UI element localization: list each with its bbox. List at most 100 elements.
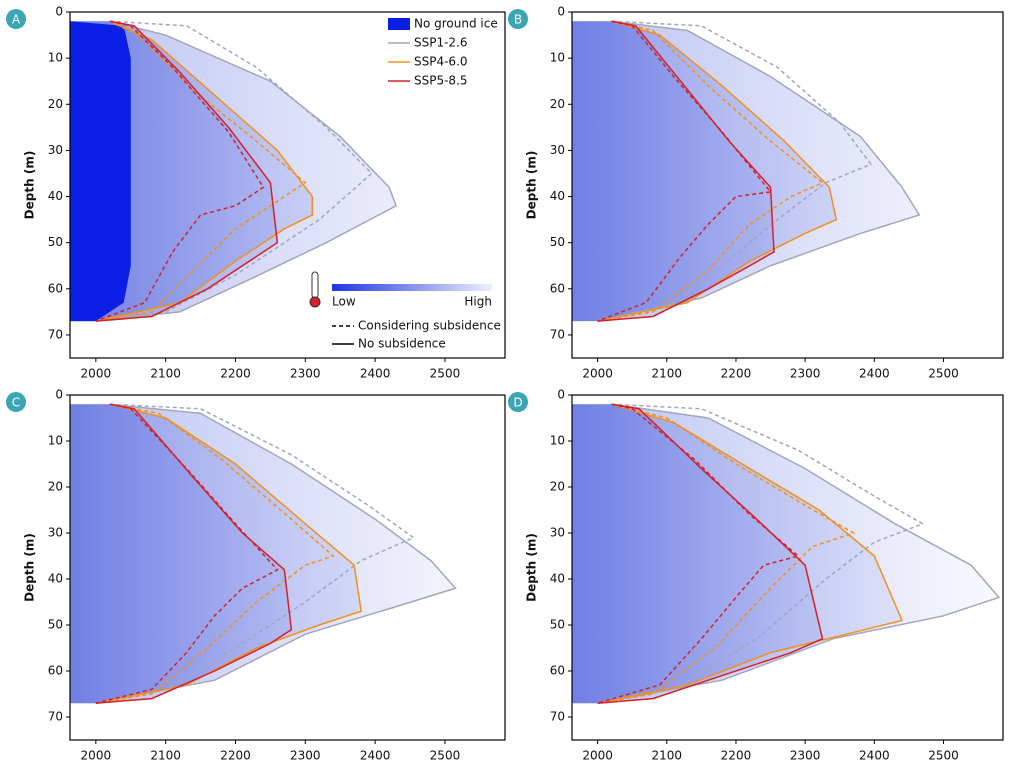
x-tick-label: 2300 — [290, 749, 321, 763]
plot — [572, 20, 921, 322]
panel-badge — [6, 9, 26, 29]
curve — [95, 403, 416, 704]
curve — [95, 403, 363, 704]
colorbar-low: Low — [332, 295, 356, 309]
panel-badge — [6, 392, 26, 412]
x-tick-label: 2400 — [360, 749, 391, 763]
panel-label: C — [12, 396, 20, 410]
curve — [597, 403, 904, 704]
y-tick-label: 50 — [48, 235, 63, 249]
x-tick-label: 2500 — [928, 367, 959, 381]
curve — [597, 20, 921, 322]
y-tick-label: 70 — [48, 327, 63, 341]
y-tick-label: 30 — [550, 143, 565, 157]
y-tick-label: 30 — [48, 143, 63, 157]
curve — [597, 20, 775, 322]
area — [572, 404, 823, 704]
x-tick-label: 2100 — [652, 367, 683, 381]
legend-label: Considering subsidence — [358, 319, 501, 333]
y-axis-label: Depth (m) — [23, 151, 37, 220]
y-tick-label: 20 — [48, 480, 63, 494]
x-tick-label: 2000 — [81, 749, 112, 763]
x-tick-label: 2300 — [290, 367, 321, 381]
colorbar-high: High — [464, 295, 492, 309]
x-tick-label: 2300 — [790, 749, 821, 763]
curve — [597, 20, 873, 322]
y-tick-label: 50 — [48, 618, 63, 632]
plot-frame — [69, 394, 506, 741]
plot — [70, 20, 398, 322]
y-tick-label: 10 — [550, 434, 565, 448]
curve — [95, 20, 307, 322]
y-tick-label: 10 — [48, 434, 63, 448]
curve — [95, 20, 279, 322]
thermometer-bulb — [309, 296, 321, 308]
curve — [95, 20, 265, 322]
panel-label: B — [514, 13, 522, 27]
curve — [95, 403, 335, 704]
y-tick-label: 70 — [550, 710, 565, 724]
curve — [597, 20, 838, 322]
thermometer — [311, 271, 319, 299]
curve — [95, 403, 293, 704]
panel-badge — [508, 9, 528, 29]
panel-label: A — [12, 13, 21, 27]
y-tick-label: 0 — [557, 5, 565, 19]
y-tick-label: 40 — [550, 572, 565, 586]
y-tick-label: 10 — [48, 51, 63, 65]
ground-ice-area — [70, 21, 131, 322]
x-tick-label: 2200 — [220, 749, 251, 763]
legend-label: SSP1-2.6 — [414, 36, 468, 50]
curve — [597, 403, 824, 704]
panel-label: D — [513, 396, 522, 410]
y-tick-label: 10 — [550, 51, 565, 65]
x-tick-label: 2100 — [150, 367, 181, 381]
y-tick-label: 60 — [48, 664, 63, 678]
y-tick-label: 60 — [550, 281, 565, 295]
y-tick-label: 20 — [48, 97, 63, 111]
x-tick-label: 2000 — [81, 367, 112, 381]
y-tick-label: 60 — [550, 664, 565, 678]
y-tick-label: 50 — [550, 618, 565, 632]
x-tick-label: 2200 — [220, 367, 251, 381]
x-tick-label: 2000 — [582, 749, 613, 763]
plot — [70, 403, 457, 704]
legend-label: No subsidence — [358, 337, 446, 351]
y-tick-label: 70 — [48, 710, 63, 724]
plot-frame — [69, 11, 506, 359]
x-tick-label: 2200 — [721, 367, 752, 381]
x-tick-label: 2100 — [150, 749, 181, 763]
x-tick-label: 2100 — [652, 749, 683, 763]
y-axis-label: Depth (m) — [23, 533, 37, 602]
area — [572, 21, 775, 322]
x-tick-label: 2300 — [790, 367, 821, 381]
x-tick-label: 2500 — [430, 749, 461, 763]
legend-swatch — [388, 18, 410, 30]
x-tick-label: 2200 — [721, 749, 752, 763]
area — [70, 404, 292, 704]
plot-frame — [571, 11, 1004, 359]
y-tick-label: 40 — [48, 572, 63, 586]
y-tick-label: 70 — [550, 327, 565, 341]
y-tick-label: 50 — [550, 235, 565, 249]
legend-label: SSP5-8.5 — [414, 74, 468, 88]
y-tick-label: 30 — [550, 526, 565, 540]
y-tick-label: 60 — [48, 281, 63, 295]
x-tick-label: 2000 — [582, 367, 613, 381]
y-tick-label: 0 — [557, 388, 565, 402]
y-tick-label: 30 — [48, 526, 63, 540]
plot-frame — [571, 394, 1004, 741]
y-tick-label: 20 — [550, 480, 565, 494]
curve — [597, 20, 824, 322]
x-tick-label: 2500 — [928, 749, 959, 763]
curve — [597, 20, 772, 322]
legend-label: No ground ice — [414, 17, 498, 31]
x-tick-label: 2500 — [430, 367, 461, 381]
curve — [597, 403, 1001, 704]
curve — [95, 20, 314, 322]
y-axis-label: Depth (m) — [525, 533, 539, 602]
x-tick-label: 2400 — [859, 749, 890, 763]
y-tick-label: 40 — [48, 189, 63, 203]
curve — [597, 403, 856, 704]
